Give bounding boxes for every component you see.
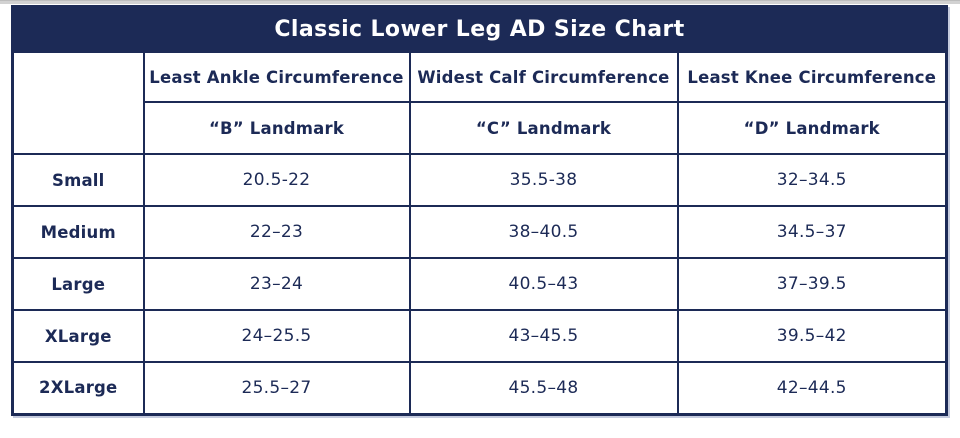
ankle-range: 22–23 [142,205,411,259]
ankle-range: 24–25.5 [142,309,411,363]
size-label: 2XLarge [11,361,145,415]
knee-range: 34.5–37 [676,205,948,259]
knee-range: 32–34.5 [676,153,948,207]
knee-range: 39.5–42 [676,309,948,363]
window-top-edge [0,0,960,4]
size-label: Medium [11,205,145,259]
table-row-small: Small 20.5-22 35.5-38 32–34.5 [11,153,948,207]
ankle-range: 23–24 [142,257,411,311]
landmark-b: “B” Landmark [142,101,411,155]
corner-empty-cell [11,51,145,155]
ankle-range: 20.5-22 [142,153,411,207]
table-row-2xlarge: 2XLarge 25.5–27 45.5–48 42–44.5 [11,361,948,415]
chart-title: Classic Lower Leg AD Size Chart [11,5,948,53]
landmark-c: “C” Landmark [408,101,679,155]
landmark-d: “D” Landmark [676,101,948,155]
size-label: Large [11,257,145,311]
calf-range: 43–45.5 [408,309,679,363]
ankle-range: 25.5–27 [142,361,411,415]
calf-range: 40.5–43 [408,257,679,311]
size-label: XLarge [11,309,145,363]
calf-range: 45.5–48 [408,361,679,415]
calf-range: 38–40.5 [408,205,679,259]
column-header-knee: Least Knee Circumference [676,51,948,103]
size-chart-page: Classic Lower Leg AD Size Chart Least An… [0,4,960,416]
table-row-medium: Medium 22–23 38–40.5 34.5–37 [11,205,948,259]
column-header-calf: Widest Calf Circumference [408,51,679,103]
landmark-header-row: “B” Landmark “C” Landmark “D” Landmark [13,101,948,155]
column-header-ankle: Least Ankle Circumference [142,51,411,103]
table-row-large: Large 23–24 40.5–43 37–39.5 [11,257,948,311]
title-row: Classic Lower Leg AD Size Chart [11,5,948,53]
size-label: Small [11,153,145,207]
knee-range: 37–39.5 [676,257,948,311]
knee-range: 42–44.5 [676,361,948,415]
column-header-row: Least Ankle Circumference Widest Calf Ci… [11,51,948,155]
size-chart-table: Classic Lower Leg AD Size Chart Least An… [11,5,949,416]
table-row-xlarge: XLarge 24–25.5 43–45.5 39.5–42 [11,309,948,363]
calf-range: 35.5-38 [408,153,679,207]
